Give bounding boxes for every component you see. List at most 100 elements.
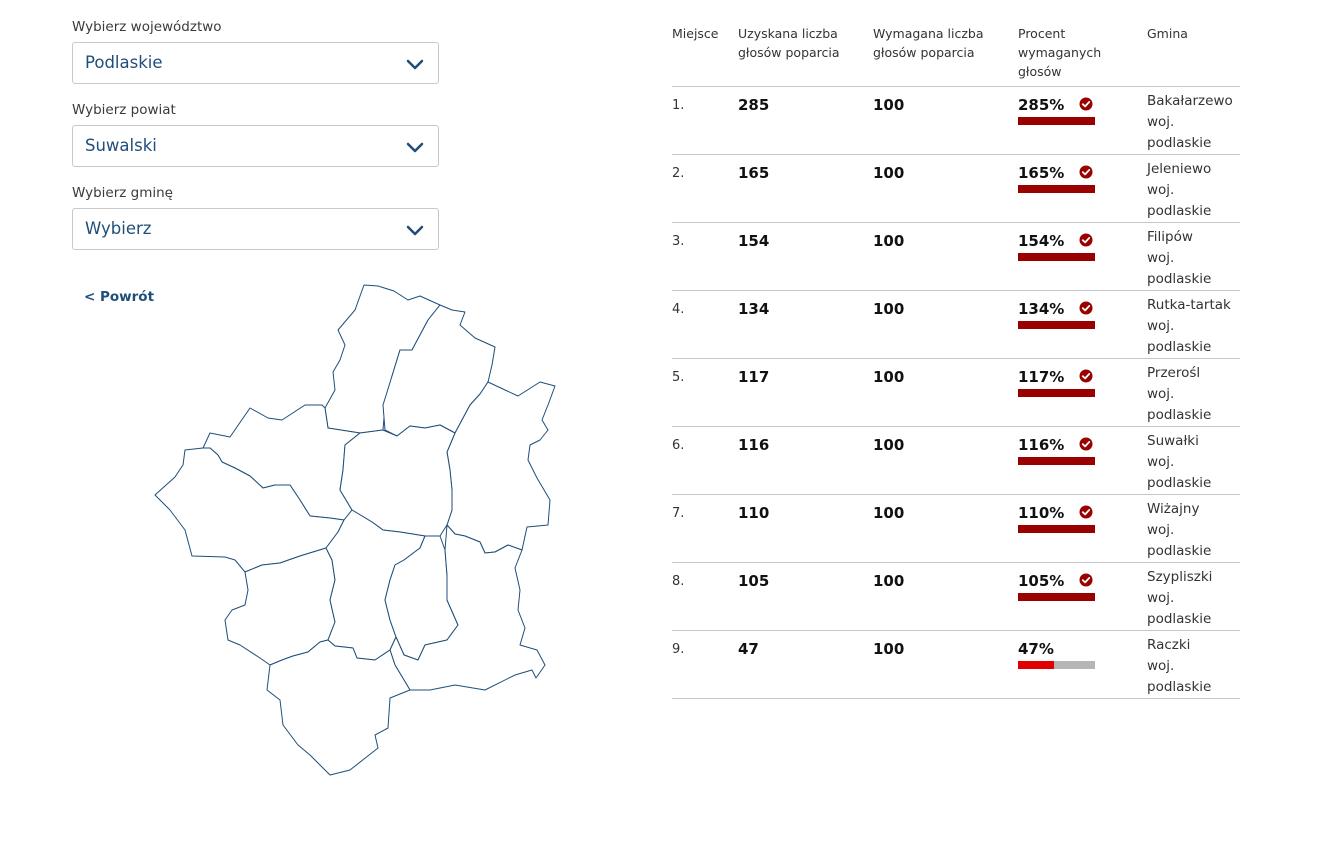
header-obtained-votes[interactable]: Uzyskana liczba głosów poparcia (738, 24, 873, 87)
row-gmina-name: Wiżajny (1147, 501, 1200, 517)
row-gmina-name: Przerośl (1147, 365, 1201, 381)
row-gmina[interactable]: Raczki woj. podlaskie (1147, 635, 1240, 698)
map-region-south[interactable] (266, 639, 411, 776)
table-row: 6. 116 100 116% Suwałki woj. podlaskie (672, 426, 1240, 495)
row-gmina-name: Raczki (1147, 637, 1191, 653)
gmina-select[interactable]: Wybierz (72, 208, 439, 250)
progress-bar (1018, 457, 1095, 465)
row-rank: 5. (672, 370, 685, 385)
back-link[interactable]: < Powrót (84, 289, 155, 305)
progress-bar (1018, 389, 1095, 397)
row-gmina-name: Szypliszki (1147, 569, 1213, 585)
voivodeship-select[interactable]: Podlaskie (72, 42, 439, 84)
voivodeship-label: Wybierz województwo (72, 19, 222, 35)
row-required-votes: 100 (873, 572, 905, 590)
gmina-select-value: Wybierz (85, 219, 152, 238)
row-gmina[interactable]: Rutka-tartak woj. podlaskie (1147, 295, 1240, 358)
header-percent[interactable]: Procent wymaganych głosów (1018, 24, 1147, 87)
row-rank: 8. (672, 574, 685, 589)
progress-bar-fill (1018, 253, 1095, 261)
row-obtained-votes: 105 (738, 572, 770, 590)
map-region-suwalki[interactable] (339, 424, 456, 537)
progress-bar-fill (1018, 389, 1095, 397)
row-percent-label: 105% (1018, 572, 1065, 590)
table-row: 8. 105 100 105% Szypliszki woj. podlaskie (672, 562, 1240, 631)
row-percent: 105% (1018, 571, 1098, 601)
table-row: 3. 154 100 154% Filipów woj. podlaskie (672, 222, 1240, 291)
check-circle-icon (1079, 437, 1093, 451)
row-percent-label: 165% (1018, 164, 1065, 182)
row-gmina[interactable]: Suwałki woj. podlaskie (1147, 431, 1240, 494)
row-percent: 154% (1018, 231, 1098, 261)
table-row: 1. 285 100 285% Bakałarzewo woj. podlaskie (672, 86, 1240, 155)
row-obtained-votes: 116 (738, 436, 770, 454)
progress-bar (1018, 661, 1095, 669)
county-map (154, 284, 556, 776)
progress-bar (1018, 117, 1095, 125)
row-required-votes: 100 (873, 96, 905, 114)
row-percent: 117% (1018, 367, 1098, 397)
chevron-down-icon (406, 225, 424, 236)
table-row: 5. 117 100 117% Przerośl woj. podlaskie (672, 358, 1240, 427)
progress-bar (1018, 321, 1095, 329)
check-circle-icon (1079, 97, 1093, 111)
row-gmina-voivodeship: woj. podlaskie (1147, 250, 1212, 287)
row-percent-label: 116% (1018, 436, 1065, 454)
row-rank: 4. (672, 302, 685, 317)
row-gmina[interactable]: Przerośl woj. podlaskie (1147, 363, 1240, 426)
row-gmina[interactable]: Szypliszki woj. podlaskie (1147, 567, 1240, 630)
row-obtained-votes: 154 (738, 232, 770, 250)
check-circle-icon (1079, 573, 1093, 587)
row-percent: 110% (1018, 503, 1098, 533)
county-select[interactable]: Suwalski (72, 125, 439, 167)
row-gmina-name: Filipów (1147, 229, 1193, 245)
row-percent: 165% (1018, 163, 1098, 193)
row-gmina-name: Bakałarzewo (1147, 93, 1233, 109)
row-gmina-voivodeship: woj. podlaskie (1147, 182, 1212, 219)
row-gmina-voivodeship: woj. podlaskie (1147, 522, 1212, 559)
voivodeship-select-value: Podlaskie (85, 53, 163, 72)
progress-bar (1018, 593, 1095, 601)
row-gmina-name: Suwałki (1147, 433, 1199, 449)
row-required-votes: 100 (873, 164, 905, 182)
row-required-votes: 100 (873, 436, 905, 454)
county-select-value: Suwalski (85, 136, 157, 155)
row-percent: 134% (1018, 299, 1098, 329)
row-gmina-voivodeship: woj. podlaskie (1147, 386, 1212, 423)
row-rank: 7. (672, 506, 685, 521)
row-gmina[interactable]: Jeleniewo woj. podlaskie (1147, 159, 1240, 222)
row-percent-label: 117% (1018, 368, 1065, 386)
row-gmina-voivodeship: woj. podlaskie (1147, 318, 1212, 355)
header-required-votes[interactable]: Wymagana liczba głosów poparcia (873, 24, 1018, 87)
row-gmina[interactable]: Wiżajny woj. podlaskie (1147, 499, 1240, 562)
row-required-votes: 100 (873, 640, 905, 658)
row-gmina[interactable]: Bakałarzewo woj. podlaskie (1147, 91, 1240, 154)
row-required-votes: 100 (873, 232, 905, 250)
row-gmina-voivodeship: woj. podlaskie (1147, 454, 1212, 491)
progress-bar-fill (1018, 117, 1095, 125)
row-gmina-name: Jeleniewo (1147, 161, 1212, 177)
row-obtained-votes: 47 (738, 640, 759, 658)
progress-bar-fill (1018, 185, 1095, 193)
row-required-votes: 100 (873, 300, 905, 318)
header-rank[interactable]: Miejsce (672, 24, 738, 87)
progress-bar (1018, 185, 1095, 193)
row-gmina-voivodeship: woj. podlaskie (1147, 590, 1212, 627)
row-gmina[interactable]: Filipów woj. podlaskie (1147, 227, 1240, 290)
row-rank: 3. (672, 234, 685, 249)
progress-bar-fill (1018, 321, 1095, 329)
progress-bar-fill (1018, 457, 1095, 465)
check-circle-icon (1079, 165, 1093, 179)
map-region-east[interactable] (389, 524, 546, 691)
row-percent-label: 134% (1018, 300, 1065, 318)
row-percent-label: 110% (1018, 504, 1065, 522)
check-circle-icon (1079, 233, 1093, 247)
row-percent: 285% (1018, 95, 1098, 125)
row-rank: 1. (672, 98, 685, 113)
chevron-down-icon (406, 142, 424, 153)
row-required-votes: 100 (873, 368, 905, 386)
row-gmina-name: Rutka-tartak (1147, 297, 1231, 313)
row-obtained-votes: 110 (738, 504, 770, 522)
table-row: 7. 110 100 110% Wiżajny woj. podlaskie (672, 494, 1240, 563)
header-gmina[interactable]: Gmina (1147, 24, 1240, 87)
